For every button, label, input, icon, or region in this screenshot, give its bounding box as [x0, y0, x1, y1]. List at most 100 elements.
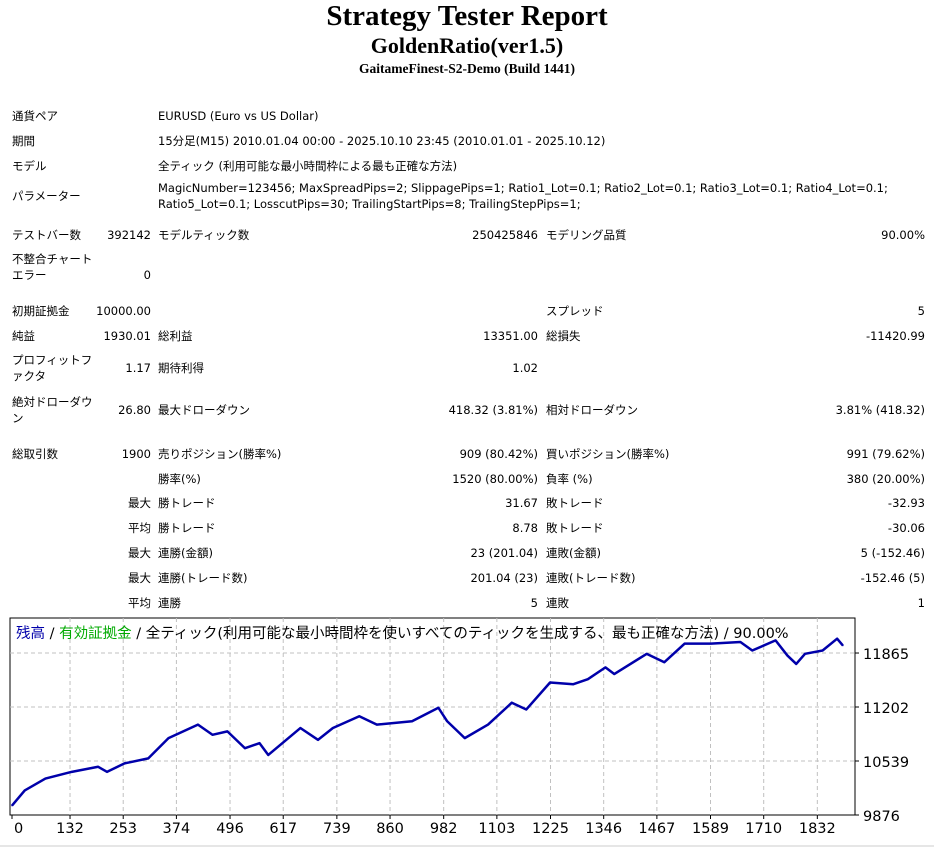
stat-value: 平均	[128, 596, 151, 610]
info-label: 通貨ペア	[12, 109, 58, 123]
stat-value: 1.02	[512, 361, 538, 375]
info-value: EURUSD (Euro vs US Dollar)	[158, 109, 319, 123]
stat-label: 総取引数	[12, 447, 58, 461]
balance-point	[244, 747, 246, 750]
stat-value: 1.17	[125, 361, 151, 375]
stat-value: 平均	[128, 521, 151, 535]
stat-label: 勝トレード	[158, 496, 216, 510]
x-tick-label: 374	[163, 821, 191, 837]
balance-point	[147, 757, 150, 760]
legend-separator: /	[45, 626, 59, 642]
balance-point	[197, 723, 199, 726]
stat-label: 連勝(金額)	[158, 546, 213, 560]
stat-value: 23 (201.04)	[470, 546, 538, 560]
balance-point	[795, 663, 798, 665]
stat-value: 10000.00	[96, 304, 151, 318]
balance-point	[549, 681, 551, 684]
chart-legend: 残高 / 有効証拠金 / 全ティック(利用可能な最小時間枠を使いすべてのティック…	[16, 624, 789, 642]
stat-value: 5	[530, 596, 538, 610]
balance-point	[836, 637, 838, 640]
balance-point	[258, 742, 261, 744]
balance-point	[376, 723, 378, 726]
stat-value: 最大	[128, 571, 151, 585]
balance-point	[774, 639, 777, 642]
x-tick-label: 617	[269, 821, 297, 837]
info-label: パラメーター	[12, 189, 81, 203]
report-title: Strategy Tester Report	[326, 0, 608, 32]
balance-point	[106, 771, 108, 773]
legend-balance: 残高	[16, 625, 45, 642]
stat-value: 1930.01	[103, 329, 151, 343]
stat-label: プロフィットファクタ	[12, 353, 93, 383]
balance-chart: 0 132 253 374 496 617 739 860 982 1103 1225 1346 146…	[0, 617, 934, 847]
balance-point	[211, 733, 214, 736]
stat-label: モデルティック数	[158, 228, 250, 242]
x-tick-label: 496	[216, 821, 244, 837]
stat-label: 総損失	[546, 329, 581, 343]
balance-point	[487, 723, 489, 726]
balance-point	[23, 789, 26, 792]
stat-value: 991 (79.62%)	[846, 447, 925, 461]
legend-model: / 全ティック(利用可能な最小時間枠を使いすべてのティックを生成する、最も正確な…	[132, 624, 789, 642]
stat-label: 相対ドローダウン	[546, 403, 638, 417]
balance-point	[572, 683, 575, 686]
balance-point	[437, 706, 440, 709]
stat-label: 不整合チャートエラー	[12, 252, 93, 282]
balance-point	[645, 653, 648, 655]
legend-equity: 有効証拠金	[59, 625, 132, 642]
stat-label: 勝率(%)	[158, 472, 201, 486]
balance-point	[804, 653, 806, 655]
stat-label: テストバー数	[12, 228, 81, 242]
stat-label: 連敗(金額)	[546, 546, 601, 560]
stat-value: 31.67	[505, 496, 538, 510]
x-tick-label: 1103	[478, 821, 515, 837]
balance-point	[411, 720, 413, 723]
stat-value: 909 (80.42%)	[459, 447, 538, 461]
stat-value: 5 (-152.46)	[860, 546, 925, 560]
server-name: GaitameFinest-S2-Demo (Build 1441)	[359, 61, 575, 76]
x-tick-label: 739	[323, 821, 351, 837]
x-tick-label: 132	[56, 821, 84, 837]
stat-value: 392142	[107, 228, 151, 242]
x-tick-label: 1589	[692, 821, 729, 837]
stat-label: 買いポジション(勝率%)	[546, 447, 670, 461]
y-tick-label: 10539	[863, 755, 909, 771]
balance-point	[226, 730, 229, 733]
balance-point	[710, 642, 712, 645]
stat-value: -30.06	[887, 521, 925, 535]
x-tick-label: 1467	[638, 821, 675, 837]
y-tick-label: 11202	[863, 701, 909, 717]
x-tick-label: 1710	[745, 821, 782, 837]
stat-label: 敗トレード	[546, 521, 604, 535]
balance-point	[44, 777, 47, 780]
x-tick-label: 860	[376, 821, 404, 837]
info-label: モデル	[12, 159, 47, 173]
stat-label: 勝トレード	[158, 521, 216, 535]
stat-value: 3.81% (418.32)	[835, 403, 925, 417]
balance-point	[463, 737, 466, 739]
stat-label: スプレッド	[546, 304, 604, 318]
balance-point	[604, 666, 607, 669]
stat-value: 8.78	[512, 521, 538, 535]
x-tick-label: 1346	[585, 821, 622, 837]
stat-value: -11420.99	[865, 329, 925, 343]
x-tick-label: 253	[109, 821, 137, 837]
stat-value: 最大	[128, 546, 151, 560]
stat-value: -152.46 (5)	[860, 571, 925, 585]
stat-value: 1	[917, 596, 925, 610]
balance-point	[446, 720, 448, 723]
stat-value: 0	[143, 268, 151, 282]
balance-point	[123, 762, 126, 765]
balance-point	[821, 649, 824, 652]
balance-point	[167, 737, 170, 739]
balance-point	[267, 754, 270, 756]
stat-value: 26.80	[118, 403, 151, 417]
x-tick-label: 982	[430, 821, 458, 837]
x-tick-label: 1832	[799, 821, 836, 837]
balance-point	[11, 804, 13, 807]
stat-value: -32.93	[887, 496, 925, 510]
stat-label: 連勝	[158, 596, 181, 610]
balance-point	[739, 641, 742, 643]
ea-name: GoldenRatio(ver1.5)	[370, 33, 564, 58]
stat-value: 380 (20.00%)	[846, 472, 925, 486]
